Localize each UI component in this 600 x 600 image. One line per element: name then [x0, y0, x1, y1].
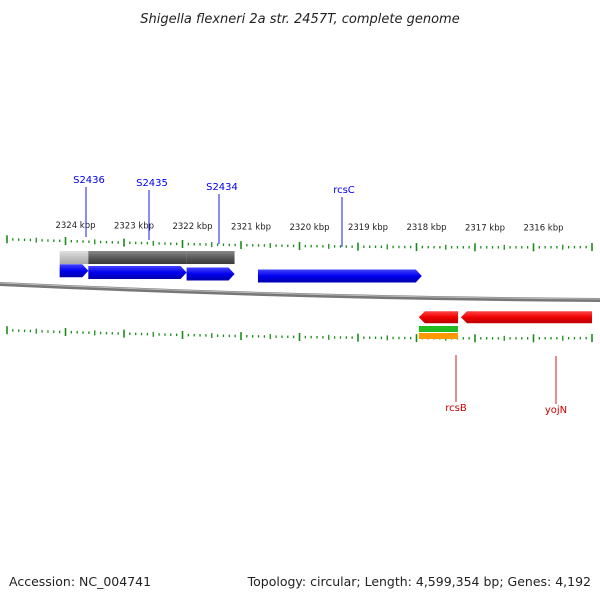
genome-summary-text: Topology: circular; Length: 4,599,354 bp…	[247, 574, 591, 589]
kbp-scale-labels: 2324 kbp 2323 kbp 2322 kbp 2321 kbp 2320 kbp…	[55, 221, 563, 234]
gene-label[interactable]: S2435	[136, 178, 168, 189]
feature-light-grey[interactable]	[59, 251, 89, 264]
gene-S2435[interactable]	[88, 265, 187, 279]
gene-label[interactable]: yojN	[545, 405, 567, 416]
gene-S2436[interactable]	[59, 264, 89, 278]
kbp-label: 2323 kbp	[114, 221, 154, 231]
kbp-label: 2317 kbp	[465, 223, 505, 233]
kbp-label: 2316 kbp	[523, 223, 563, 233]
feature-green[interactable]	[418, 326, 459, 332]
feature-dark-grey[interactable]	[186, 251, 235, 264]
kbp-label: 2318 kbp	[406, 223, 446, 233]
gene-rcsB[interactable]	[418, 311, 459, 324]
gene-S2434[interactable]	[186, 267, 235, 281]
gene-yojN[interactable]	[460, 311, 592, 324]
kbp-label: 2324 kbp	[55, 221, 95, 231]
genome-backbone	[0, 282, 600, 302]
gene-rcsC[interactable]	[257, 269, 422, 283]
kbp-label: 2321 kbp	[231, 222, 271, 232]
page-title: Shigella flexneri 2a str. 2457T, complet…	[140, 12, 459, 27]
feature-track	[59, 251, 459, 339]
feature-dark-grey[interactable]	[88, 251, 187, 264]
kbp-label: 2319 kbp	[348, 223, 388, 233]
gene-label[interactable]: rcsB	[445, 403, 467, 414]
gene-label[interactable]: S2436	[73, 175, 105, 186]
top-tick-track	[6, 235, 593, 252]
bottom-tick-track	[6, 326, 593, 343]
gene-labels: S2436 S2435 S2434 rcsC rcsB yojN	[73, 175, 567, 416]
kbp-label: 2322 kbp	[172, 222, 212, 232]
genome-backbone-highlight	[0, 282, 600, 300]
gene-label[interactable]: rcsC	[333, 185, 355, 196]
kbp-label: 2320 kbp	[289, 223, 329, 233]
feature-orange[interactable]	[418, 333, 459, 339]
accession-text: Accession: NC_004741	[9, 574, 151, 589]
gene-track	[59, 264, 592, 324]
gene-label[interactable]: S2434	[206, 182, 238, 193]
